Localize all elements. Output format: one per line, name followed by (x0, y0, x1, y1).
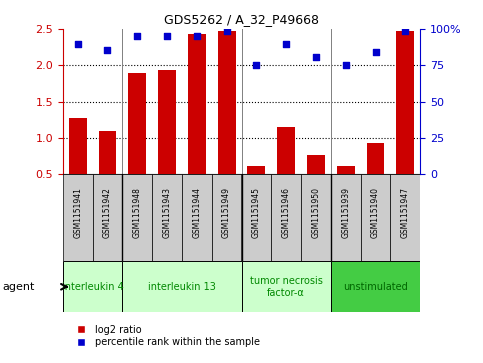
Bar (271, 174, 301, 261)
Bar (390, 174, 420, 261)
Bar (158, 70, 176, 174)
Text: agent: agent (2, 282, 35, 292)
Text: GSM1151948: GSM1151948 (133, 187, 142, 238)
Text: GSM1151940: GSM1151940 (371, 187, 380, 238)
Text: GSM1151944: GSM1151944 (192, 187, 201, 238)
Text: GSM1151941: GSM1151941 (73, 187, 82, 238)
Legend: log2 ratio, percentile rank within the sample: log2 ratio, percentile rank within the s… (68, 321, 264, 351)
Bar (361, 174, 390, 261)
Point (104, 47, 112, 53)
Text: GSM1151947: GSM1151947 (401, 187, 410, 238)
Text: GSM1151942: GSM1151942 (103, 187, 112, 238)
Point (253, 62, 260, 68)
Bar (277, 127, 295, 174)
Bar (93, 174, 122, 261)
Bar (331, 261, 420, 312)
Bar (63, 261, 122, 312)
Point (163, 33, 171, 38)
Text: GSM1151950: GSM1151950 (312, 187, 320, 238)
Bar (188, 34, 206, 174)
Bar (247, 166, 265, 174)
Bar (122, 261, 242, 312)
Bar (212, 174, 242, 261)
Bar (99, 131, 116, 174)
Point (312, 54, 320, 60)
Text: GSM1151943: GSM1151943 (163, 187, 171, 238)
Bar (122, 174, 152, 261)
Point (133, 33, 141, 38)
Bar (242, 261, 331, 312)
Point (193, 33, 201, 38)
Bar (301, 174, 331, 261)
Text: GSM1151945: GSM1151945 (252, 187, 261, 238)
Title: GDS5262 / A_32_P49668: GDS5262 / A_32_P49668 (164, 13, 319, 26)
Point (282, 41, 290, 47)
Point (223, 28, 230, 34)
Bar (182, 174, 212, 261)
Bar (337, 166, 355, 174)
Text: tumor necrosis
factor-α: tumor necrosis factor-α (250, 276, 323, 298)
Bar (218, 31, 236, 174)
Point (401, 28, 409, 34)
Bar (242, 174, 271, 261)
Point (372, 49, 380, 55)
Bar (331, 174, 361, 261)
Text: interleukin 4: interleukin 4 (62, 282, 124, 292)
Point (342, 62, 350, 68)
Bar (307, 155, 325, 174)
Text: interleukin 13: interleukin 13 (148, 282, 216, 292)
Bar (397, 31, 414, 174)
Bar (63, 174, 93, 261)
Bar (152, 174, 182, 261)
Bar (69, 118, 86, 174)
Bar (367, 143, 384, 174)
Text: GSM1151946: GSM1151946 (282, 187, 291, 238)
Bar (128, 73, 146, 174)
Text: unstimulated: unstimulated (343, 282, 408, 292)
Point (74, 41, 82, 47)
Text: GSM1151949: GSM1151949 (222, 187, 231, 238)
Text: GSM1151939: GSM1151939 (341, 187, 350, 238)
